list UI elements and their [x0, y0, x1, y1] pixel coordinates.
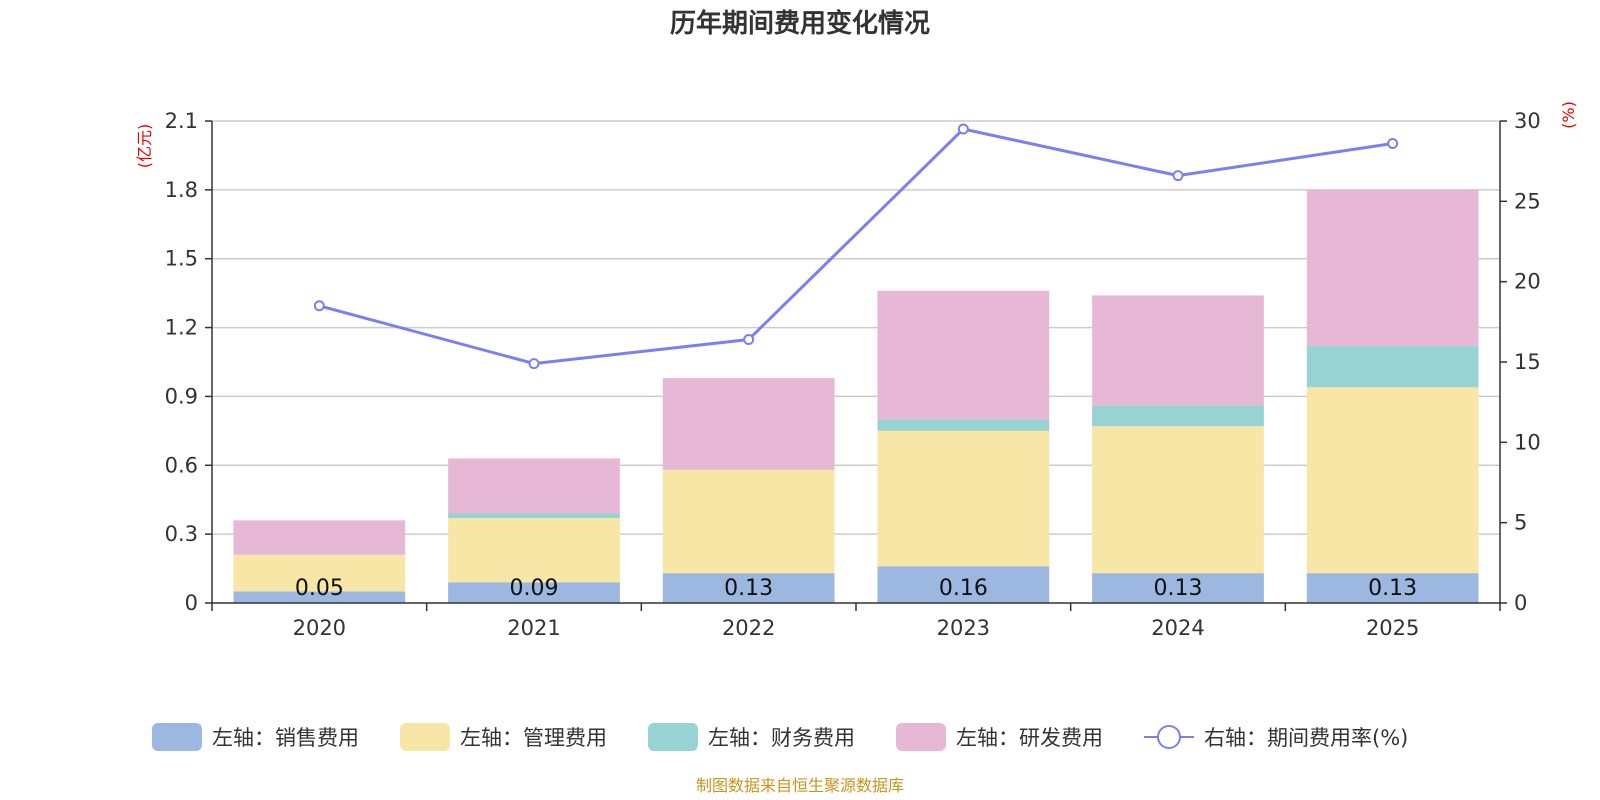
- x-tick-label: 2020: [293, 616, 346, 640]
- right-tick-label: 0: [1514, 591, 1527, 615]
- bar-data-label: 0.13: [1154, 576, 1203, 601]
- right-tick-label: 30: [1514, 109, 1541, 133]
- bar-data-label: 0.05: [295, 576, 344, 601]
- left-tick-label: 0.6: [165, 453, 198, 477]
- left-axis-unit: (亿元): [135, 124, 154, 169]
- left-tick-label: 1.5: [165, 247, 198, 271]
- legend-label: 左轴：财务费用: [708, 726, 855, 750]
- rate-point: [1172, 170, 1184, 182]
- bar-segment: [233, 554, 406, 592]
- left-tick-label: 0.9: [165, 384, 198, 408]
- rate-line: [313, 123, 1399, 370]
- legend-swatch: [896, 723, 946, 751]
- right-tick-label: 25: [1514, 189, 1541, 213]
- bar-segment: [233, 591, 406, 603]
- legend-label: 左轴：销售费用: [212, 726, 359, 750]
- source-note: 制图数据来自恒生聚源数据库: [696, 776, 904, 795]
- bar-data-label: 0.13: [724, 576, 773, 601]
- legend-label: 右轴：期间费用率(%): [1204, 726, 1408, 750]
- bar-segment: [1092, 426, 1264, 574]
- bar-segment: [877, 290, 1050, 420]
- x-tick-label: 2023: [937, 616, 990, 640]
- bar-segment: [1092, 405, 1264, 427]
- bar-labels: 0.05 0.09 0.13 0.16 0.13 0.13: [295, 576, 1417, 601]
- bar-segment: [1306, 387, 1479, 574]
- chart-title: 历年期间费用变化情况: [670, 8, 930, 39]
- bar-data-label: 0.09: [510, 576, 559, 601]
- left-tick-label: 0.3: [165, 522, 198, 546]
- left-tick-label: 1.8: [165, 178, 198, 202]
- right-axis-unit: (%): [1559, 101, 1578, 129]
- bar-data-label: 0.16: [939, 576, 988, 601]
- legend-swatch: [400, 723, 450, 751]
- bar-segment: [1306, 345, 1479, 388]
- bar-segment: [1092, 573, 1264, 603]
- gridlines: [212, 120, 1500, 535]
- legend-swatch-marker: [1157, 725, 1181, 749]
- right-tick-label: 10: [1514, 430, 1541, 454]
- bar-segment: [877, 566, 1050, 603]
- bar-segment: [662, 573, 835, 603]
- legend-label: 左轴：研发费用: [956, 726, 1103, 750]
- left-tick-label: 2.1: [165, 109, 198, 133]
- x-tick-label: 2025: [1366, 616, 1419, 640]
- x-tick-label: 2022: [722, 616, 775, 640]
- bars: [233, 189, 1479, 603]
- bar-segment: [1306, 573, 1479, 603]
- rate-point: [528, 358, 540, 370]
- x-tick-label: 2021: [507, 616, 560, 640]
- bar-segment: [1092, 295, 1264, 406]
- legend-swatch: [648, 723, 698, 751]
- right-tick-label: 20: [1514, 270, 1541, 294]
- bar-segment: [448, 518, 620, 583]
- left-tick-label: 0: [185, 591, 198, 615]
- rate-line-path: [318, 127, 1393, 366]
- bar-segment: [662, 378, 835, 470]
- legend-label: 左轴：管理费用: [460, 726, 607, 750]
- bar-segment: [877, 419, 1050, 431]
- legend-swatch: [152, 723, 202, 751]
- bar-segment: [877, 430, 1050, 567]
- rate-point: [743, 334, 755, 346]
- rate-point: [1387, 137, 1399, 149]
- left-tick-label: 1.2: [165, 316, 198, 340]
- bar-segment: [662, 469, 835, 574]
- x-tick-label: 2024: [1151, 616, 1204, 640]
- rate-point: [313, 300, 325, 312]
- right-tick-label: 5: [1514, 511, 1527, 535]
- bar-segment: [233, 520, 406, 555]
- bar-segment: [448, 513, 620, 519]
- bar-data-label: 0.13: [1368, 576, 1417, 601]
- legend: 左轴：销售费用 左轴：管理费用 左轴：财务费用 左轴：研发费用 右轴：期间费用率(%): [152, 723, 1408, 751]
- bar-segment: [1306, 189, 1479, 346]
- rate-point: [957, 123, 969, 135]
- right-tick-label: 15: [1514, 350, 1541, 374]
- bar-segment: [448, 458, 620, 514]
- bar-segment: [448, 582, 620, 603]
